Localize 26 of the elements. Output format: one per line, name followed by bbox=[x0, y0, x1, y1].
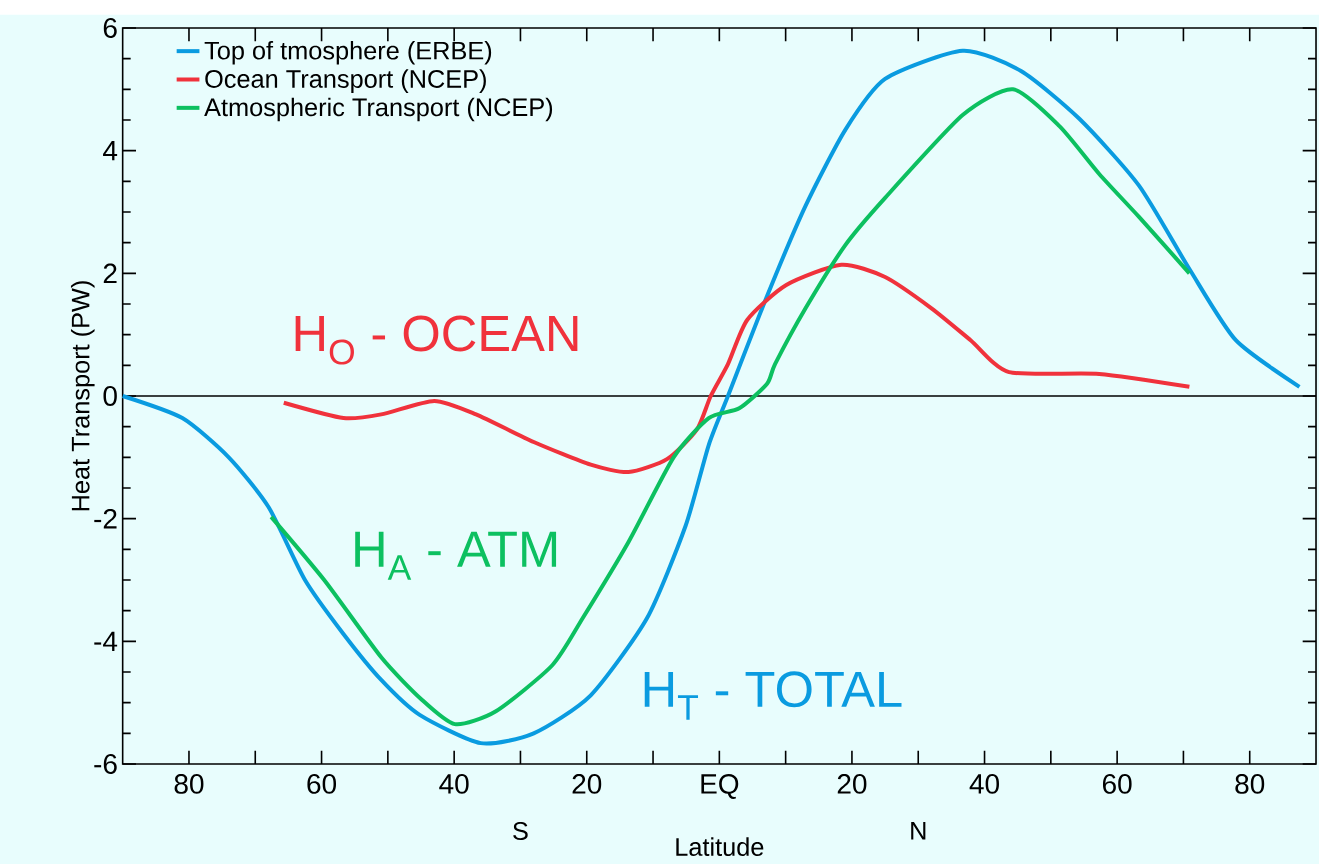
x-tick-label: EQ bbox=[701, 774, 739, 799]
y-tick-label: 4 bbox=[103, 141, 118, 161]
legend-label: Ocean Transport (NCEP) bbox=[205, 69, 486, 93]
y-tick-label: -6 bbox=[94, 754, 117, 774]
x-tick-label: 60 bbox=[307, 774, 337, 794]
y-tick-label: 6 bbox=[103, 18, 117, 38]
x-tick-label: 20 bbox=[572, 774, 602, 794]
y-tick-label: 2 bbox=[103, 263, 117, 284]
y-tick-label: -2 bbox=[94, 508, 117, 529]
x-tick-label: 80 bbox=[174, 774, 204, 794]
text: S bbox=[513, 822, 528, 840]
x-axis-title: Latitude bbox=[676, 837, 764, 856]
annotation: H$_{A}$ - ATM bbox=[355, 531, 557, 580]
y-tick-label: 0 bbox=[103, 386, 117, 406]
y-tick-label: -4 bbox=[94, 631, 118, 651]
x-tick-label: 40 bbox=[439, 774, 469, 794]
legend-label: Atmospheric Transport (NCEP) bbox=[204, 97, 553, 122]
legend-label: Top of tmosphere (ERBE) bbox=[204, 40, 492, 65]
x-tick-label: 20 bbox=[837, 774, 867, 794]
x-tick-label: 60 bbox=[1102, 774, 1132, 794]
text: N bbox=[911, 822, 926, 840]
x-tick-label: 40 bbox=[969, 774, 999, 794]
x-tick-label: 80 bbox=[1235, 774, 1265, 794]
annotation: H$_{O}$ - OCEAN bbox=[295, 315, 578, 365]
annotation: H$_{T}$ - TOTAL bbox=[644, 671, 902, 720]
y-axis-title: Heat Transport (PW) bbox=[70, 281, 95, 511]
